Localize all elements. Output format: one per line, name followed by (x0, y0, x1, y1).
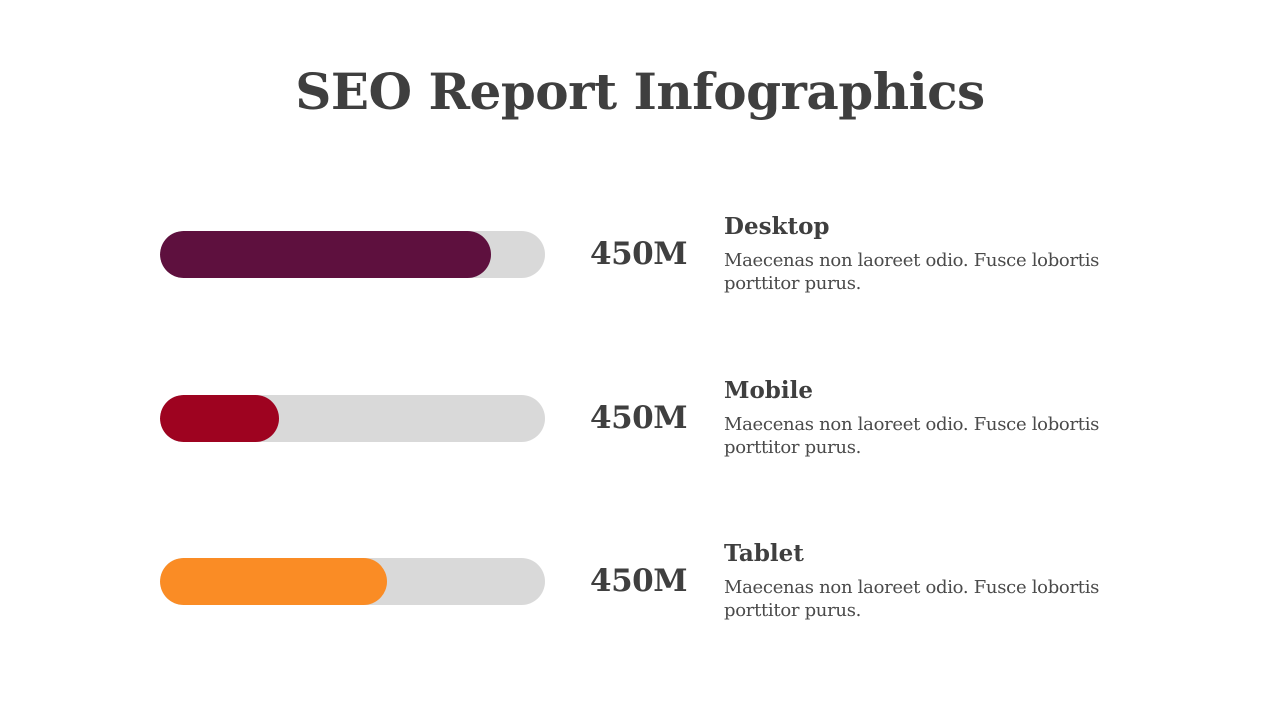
metric-description: Maecenas non laoreet odio. Fusce loborti… (724, 414, 1100, 458)
progress-track (160, 231, 545, 278)
metric-description: Maecenas non laoreet odio. Fusce loborti… (724, 250, 1100, 294)
metric-heading: Mobile (724, 377, 813, 404)
progress-fill (160, 395, 280, 442)
progress-track (160, 395, 545, 442)
page-title: SEO Report Infographics (295, 62, 985, 121)
metric-heading: Desktop (724, 213, 830, 240)
metric-row-tablet: 450M Tablet Maecenas non laoreet odio. F… (0, 538, 1280, 658)
metric-value: 450M (590, 236, 688, 272)
progress-fill (160, 558, 388, 605)
metric-value: 450M (590, 400, 688, 436)
progress-track (160, 558, 545, 605)
progress-fill (160, 231, 492, 278)
metric-row-desktop: 450M Desktop Maecenas non laoreet odio. … (0, 211, 1280, 331)
metric-row-mobile: 450M Mobile Maecenas non laoreet odio. F… (0, 375, 1280, 495)
metric-value: 450M (590, 563, 688, 599)
metric-heading: Tablet (724, 540, 804, 567)
metric-description: Maecenas non laoreet odio. Fusce loborti… (724, 577, 1100, 621)
